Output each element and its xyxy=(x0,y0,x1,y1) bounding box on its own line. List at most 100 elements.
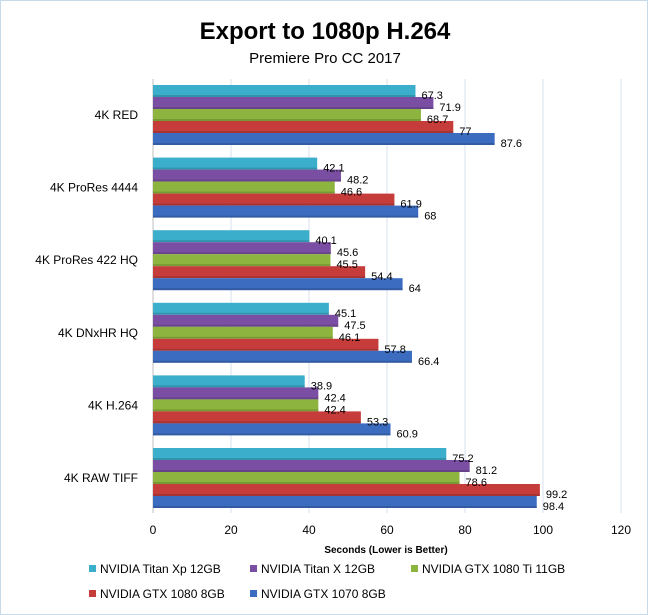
data-label: 99.2 xyxy=(546,489,567,501)
bar xyxy=(153,326,333,339)
data-label: 67.3 xyxy=(421,90,442,102)
bar-shade xyxy=(153,421,361,424)
data-label: 54.4 xyxy=(371,271,392,283)
data-label: 68 xyxy=(424,211,436,223)
bar-shade xyxy=(153,482,460,484)
bar-shade xyxy=(153,385,305,388)
bar-shade xyxy=(153,252,331,255)
bar-shade xyxy=(153,276,366,279)
data-label: 45.6 xyxy=(337,247,358,259)
bar-shade xyxy=(153,348,379,351)
bar-shade xyxy=(153,470,470,472)
data-label: 64 xyxy=(409,283,421,295)
x-tick-label: 60 xyxy=(380,523,394,537)
bar-shade xyxy=(153,409,319,412)
bar xyxy=(153,375,305,388)
legend-swatch xyxy=(250,590,257,597)
bar-shade xyxy=(153,324,339,327)
x-tick-label: 20 xyxy=(224,523,238,537)
data-label: 98.4 xyxy=(543,501,564,513)
legend-swatch xyxy=(250,565,257,572)
bar-shade xyxy=(153,179,341,182)
bar-shade xyxy=(153,312,329,315)
bar-shade xyxy=(153,107,434,109)
bar xyxy=(153,266,366,279)
x-tick-label: 120 xyxy=(611,523,631,537)
category-label: 4K ProRes 4444 xyxy=(50,181,138,195)
category-label: 4K ProRes 422 HQ xyxy=(35,253,138,267)
bar xyxy=(153,181,335,194)
bar-shade xyxy=(153,336,333,339)
bar-shade xyxy=(153,433,391,436)
chart-title: Export to 1080p H.264 xyxy=(200,18,451,45)
bar-shade xyxy=(153,360,412,363)
data-label: 71.9 xyxy=(439,102,460,114)
bar xyxy=(153,230,310,243)
bar-shade xyxy=(153,240,310,243)
legend-swatch xyxy=(89,565,96,572)
bar-shade xyxy=(153,458,447,460)
data-label: 60.9 xyxy=(397,428,418,440)
bar-shade xyxy=(153,143,495,145)
bar xyxy=(153,97,434,109)
data-label: 87.6 xyxy=(501,138,522,150)
bar xyxy=(153,302,329,315)
bar-shade xyxy=(153,494,540,496)
data-label: 47.5 xyxy=(344,320,365,332)
bar xyxy=(153,472,460,484)
data-label: 48.2 xyxy=(347,175,368,187)
bar-shade xyxy=(153,191,335,194)
data-label: 42.4 xyxy=(324,392,345,404)
bar xyxy=(153,314,339,327)
legend-label: NVIDIA GTX 1080 8GB xyxy=(100,587,225,601)
bar xyxy=(153,254,331,267)
chart-subtitle: Premiere Pro CC 2017 xyxy=(249,50,401,67)
data-label: 75.2 xyxy=(452,453,473,465)
data-label: 61.9 xyxy=(400,199,421,211)
data-label: 57.8 xyxy=(384,344,405,356)
bar xyxy=(153,169,341,182)
bar-shade xyxy=(153,119,421,121)
data-label: 46.6 xyxy=(341,187,362,199)
data-label: 45.5 xyxy=(336,259,357,271)
bar-shade xyxy=(153,203,395,206)
data-label: 46.1 xyxy=(339,332,360,344)
data-label: 42.4 xyxy=(324,404,345,416)
bar xyxy=(153,278,403,291)
bar xyxy=(153,460,470,472)
category-label: 4K DNxHR HQ xyxy=(58,326,138,340)
bar xyxy=(153,423,391,436)
bar xyxy=(153,484,540,496)
data-label: 66.4 xyxy=(418,356,439,368)
bar xyxy=(153,496,537,508)
bar xyxy=(153,121,454,133)
x-tick-label: 40 xyxy=(302,523,316,537)
bar xyxy=(153,448,447,460)
bar-shade xyxy=(153,397,319,400)
bar-shade xyxy=(153,215,419,218)
legend-label: NVIDIA GTX 1080 Ti 11GB xyxy=(422,562,565,576)
bar xyxy=(153,193,395,206)
bar xyxy=(153,387,319,400)
bar xyxy=(153,85,416,97)
legend-label: NVIDIA GTX 1070 8GB xyxy=(261,587,386,601)
bar-shade xyxy=(153,131,454,133)
legend-label: NVIDIA Titan Xp 12GB xyxy=(100,562,221,576)
legend-swatch xyxy=(89,590,96,597)
bar xyxy=(153,205,419,218)
x-tick-label: 80 xyxy=(458,523,472,537)
bar-shade xyxy=(153,288,403,291)
bar xyxy=(153,109,421,121)
bar xyxy=(153,133,495,145)
data-label: 81.2 xyxy=(476,465,497,477)
bar-shade xyxy=(153,167,318,170)
category-label: 4K H.264 xyxy=(88,398,138,412)
x-tick-label: 0 xyxy=(150,523,157,537)
bar-shade xyxy=(153,264,331,267)
bar xyxy=(153,338,379,351)
data-label: 78.6 xyxy=(466,477,487,489)
category-label: 4K RED xyxy=(95,108,139,122)
x-tick-label: 100 xyxy=(533,523,553,537)
bar xyxy=(153,157,318,170)
